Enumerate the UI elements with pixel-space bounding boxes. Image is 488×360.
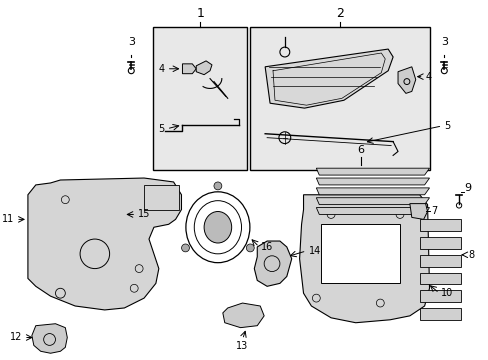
Circle shape: [181, 244, 189, 252]
Polygon shape: [316, 178, 428, 185]
Polygon shape: [254, 241, 291, 286]
Text: 5: 5: [158, 124, 164, 134]
Text: 4: 4: [425, 72, 431, 82]
Polygon shape: [409, 204, 427, 219]
Text: 7: 7: [430, 207, 437, 216]
Polygon shape: [419, 219, 460, 231]
Text: 1: 1: [196, 6, 203, 19]
Text: 16: 16: [261, 242, 273, 252]
Text: 3: 3: [127, 37, 135, 47]
Text: 3: 3: [440, 37, 447, 47]
Polygon shape: [397, 67, 415, 93]
Polygon shape: [316, 168, 428, 175]
Text: 4: 4: [158, 64, 164, 74]
Circle shape: [214, 182, 222, 190]
Bar: [321, 224, 399, 283]
Ellipse shape: [203, 211, 231, 243]
Text: 8: 8: [467, 250, 473, 260]
Text: 9: 9: [463, 183, 470, 193]
Polygon shape: [316, 188, 428, 195]
Polygon shape: [316, 208, 428, 215]
Text: 12: 12: [10, 333, 22, 342]
Text: 2: 2: [335, 6, 343, 19]
Circle shape: [246, 244, 254, 252]
Text: 6: 6: [356, 145, 364, 156]
Polygon shape: [28, 178, 181, 310]
Polygon shape: [316, 198, 428, 204]
Bar: [144, 185, 178, 210]
Polygon shape: [196, 61, 212, 75]
Polygon shape: [299, 195, 428, 323]
Polygon shape: [182, 64, 196, 74]
Polygon shape: [419, 237, 460, 249]
Polygon shape: [419, 308, 460, 320]
Polygon shape: [419, 273, 460, 284]
Text: 15: 15: [138, 210, 150, 220]
Text: 5: 5: [444, 121, 449, 131]
Text: 13: 13: [236, 341, 248, 351]
Text: 11: 11: [2, 214, 14, 224]
Ellipse shape: [102, 211, 111, 219]
Bar: [250, 27, 428, 170]
Text: 14: 14: [308, 246, 320, 256]
Polygon shape: [223, 303, 264, 328]
Polygon shape: [264, 49, 392, 108]
Polygon shape: [419, 290, 460, 302]
Polygon shape: [419, 255, 460, 267]
Polygon shape: [32, 324, 67, 353]
Text: 10: 10: [441, 288, 453, 298]
Bar: [153, 27, 247, 170]
